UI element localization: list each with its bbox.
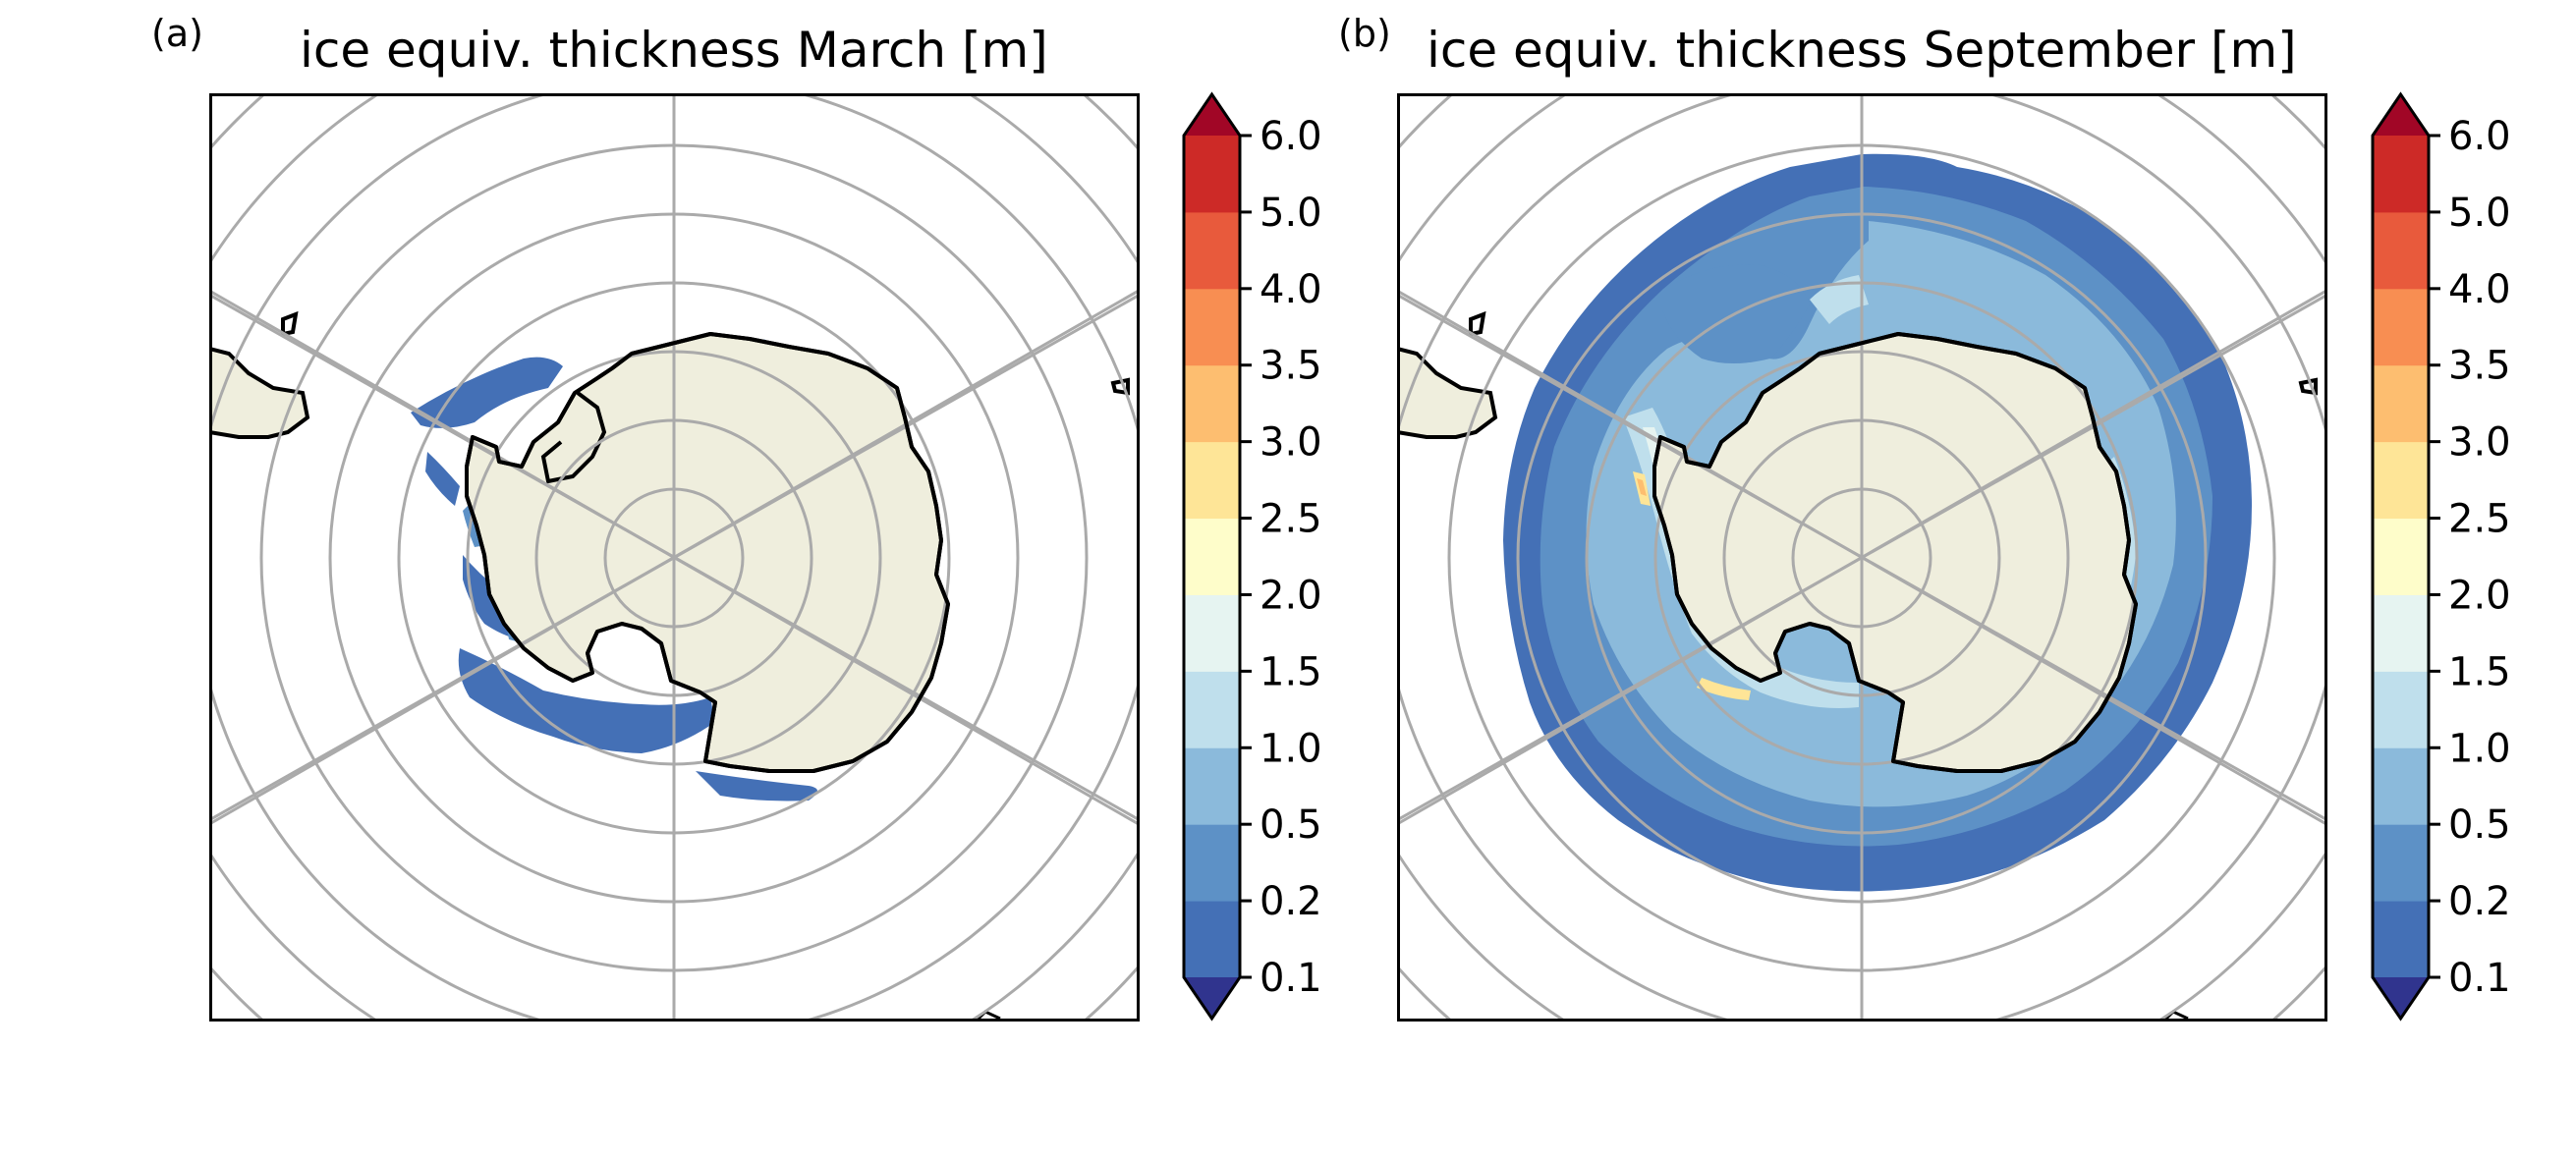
colorbar-tick-label: 1.0 (1260, 726, 1322, 771)
gridlines (209, 93, 1140, 1022)
colorbar-tick-label: 1.0 (2448, 726, 2511, 771)
colorbar-tick-label: 2.5 (1260, 497, 1322, 542)
island-outline (1469, 310, 1486, 337)
colorbar-tick-label: 2.0 (2448, 573, 2511, 618)
colorbar-tick-label: 6.0 (1260, 114, 1322, 159)
map-frame-border (209, 93, 1140, 1022)
colorbar-tick-label: 0.2 (1260, 879, 1322, 924)
colorbar-under-triangle (2373, 977, 2429, 1019)
colorbar-segment (1184, 518, 1240, 595)
colorbar-segment (1184, 136, 1240, 213)
south-america-land (1397, 346, 1498, 439)
colorbar-tick-label: 2.0 (1260, 573, 1322, 618)
colorbar-tick-label: 5.0 (2448, 191, 2511, 236)
colorbar-tick-label: 0.1 (1260, 956, 1322, 1001)
colorbar-segment (1184, 824, 1240, 902)
colorbar-tick-label: 3.5 (2448, 344, 2511, 389)
colorbar-segment (1184, 671, 1240, 748)
colorbar-segment (2373, 824, 2429, 902)
colorbar-tick-label: 5.0 (1260, 191, 1322, 236)
colorbar-segment (1184, 441, 1240, 520)
colorbar-tick-label: 0.1 (2448, 956, 2511, 1001)
map-september (1397, 93, 2327, 1022)
colorbar-tick-label: 0.2 (2448, 879, 2511, 924)
colorbar-tick-label: 1.5 (2448, 649, 2511, 694)
colorbar-segment (2373, 441, 2429, 520)
panel-a-label: (a) (151, 12, 203, 55)
colorbar-segment (2373, 136, 2429, 213)
colorbar-tick-label: 3.0 (1260, 420, 1322, 466)
colorbar-tick-label: 0.5 (2448, 802, 2511, 848)
colorbar-tick-label: 1.5 (1260, 649, 1322, 694)
colorbar-tick-label: 3.0 (2448, 420, 2511, 466)
colorbar-under-triangle (1184, 977, 1240, 1019)
colorbar-segment (2373, 288, 2429, 366)
map-frame-border (1397, 93, 2327, 1022)
colorbar-tick-label: 4.0 (2448, 267, 2511, 312)
panel-b-label: (b) (1338, 12, 1391, 55)
colorbar-segment (1184, 288, 1240, 366)
colorbar-tick-label: 2.5 (2448, 497, 2511, 542)
colorbar-over-triangle (2373, 94, 2429, 136)
map-march (209, 93, 1140, 1022)
coastline-detail (540, 391, 607, 484)
colorbar-segment (1184, 594, 1240, 672)
colorbar-segment (1184, 211, 1240, 290)
antarctica-coastline (465, 332, 950, 773)
colorbar-tick-label: 6.0 (2448, 114, 2511, 159)
colorbar-segment (2373, 211, 2429, 290)
south-america-land (209, 346, 310, 439)
colorbar-segment (2373, 594, 2429, 672)
colorbar-segment (1184, 364, 1240, 443)
colorbar-september: 0.1 0.2 0.5 1.0 1.5 2.0 2.5 3.0 3.5 4.0 5.0 6.0 (2363, 88, 2520, 1031)
panel-a-title: ice equiv. thickness March [m] (300, 22, 1048, 79)
panel-b-title: ice equiv. thickness September [m] (1427, 22, 2297, 79)
colorbar-tick-label: 0.5 (1260, 802, 1322, 848)
colorbar-tick-label: 4.0 (1260, 267, 1322, 312)
antarctica-coastline (1652, 332, 2138, 773)
colorbar-segment (1184, 747, 1240, 825)
gridlines (1397, 93, 2327, 1022)
island-outline (281, 310, 299, 337)
colorbar-segment (2373, 518, 2429, 595)
colorbar-segment (2373, 364, 2429, 443)
colorbar-segment (2373, 901, 2429, 978)
colorbar-over-triangle (1184, 94, 1240, 136)
colorbar-march: 0.1 0.2 0.5 1.0 1.5 2.0 2.5 3.0 3.5 4.0 5.0 6.0 (1174, 88, 1331, 1031)
colorbar-segment (1184, 901, 1240, 978)
colorbar-tick-label: 3.5 (1260, 344, 1322, 389)
colorbar-segment (2373, 671, 2429, 748)
colorbar-segment (2373, 747, 2429, 825)
